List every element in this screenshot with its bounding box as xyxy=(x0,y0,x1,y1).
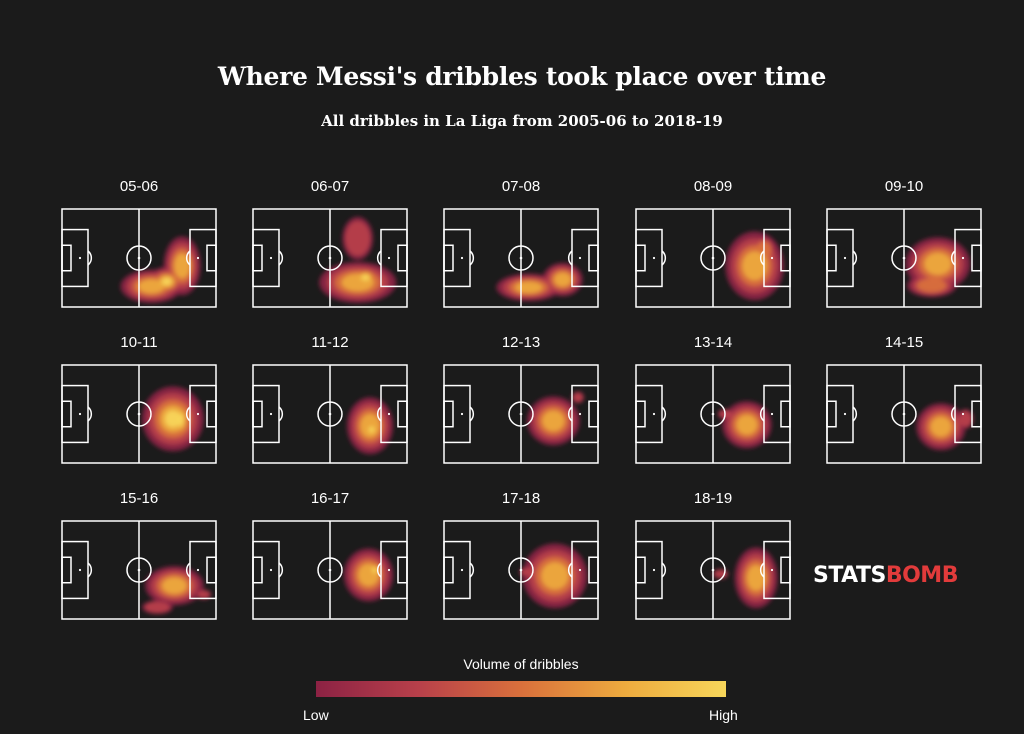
legend-title: Volume of dribbles xyxy=(463,656,579,672)
pitch-lines xyxy=(443,520,599,620)
heat-blob xyxy=(138,279,165,294)
season-label: 18-19 xyxy=(693,490,733,507)
pitch-10-11: 10-11 xyxy=(61,334,217,464)
season-label: 08-09 xyxy=(693,178,733,195)
pitch-lines xyxy=(635,520,791,620)
heat-blob xyxy=(162,577,187,594)
heat-blob xyxy=(515,281,543,294)
season-label: 10-11 xyxy=(120,334,158,351)
heat-blob xyxy=(197,590,210,599)
heat-blob xyxy=(554,272,571,287)
heat-layer xyxy=(346,397,394,455)
pitch-heatmap xyxy=(443,364,599,464)
pitch-08-09: 08-09 xyxy=(635,178,791,308)
heat-blob xyxy=(747,565,766,591)
season-label: 05-06 xyxy=(119,178,159,195)
heat-blob xyxy=(164,410,181,428)
heat-blob xyxy=(345,221,371,256)
pitch-lines xyxy=(826,208,982,308)
heat-layer xyxy=(343,548,394,602)
heat-layer xyxy=(319,216,397,304)
heat-layer xyxy=(717,401,772,449)
pitch-lines xyxy=(443,364,599,464)
pitch-heatmap xyxy=(635,520,791,620)
pitch-15-16: 15-16 xyxy=(61,490,217,620)
pitch-11-12: 11-12 xyxy=(252,334,408,464)
pitch-lines xyxy=(443,208,599,308)
season-label: 12-13 xyxy=(501,334,541,351)
pitch-heatmap xyxy=(61,520,217,620)
heat-layer xyxy=(916,403,974,451)
season-label: 09-10 xyxy=(884,178,924,195)
legend-low-label: Low xyxy=(303,707,329,723)
heat-blob xyxy=(959,411,972,427)
pitch-13-14: 13-14 xyxy=(635,334,791,464)
pitch-heatmap xyxy=(252,520,408,620)
heat-blob xyxy=(174,253,190,279)
season-label: 13-14 xyxy=(693,334,733,351)
heat-blob xyxy=(361,274,370,281)
season-label: 17-18 xyxy=(501,490,541,507)
heat-layer xyxy=(519,543,588,609)
heat-layer xyxy=(142,386,204,452)
pitch-heatmap xyxy=(635,208,791,308)
heat-blob xyxy=(368,426,375,433)
heat-blob xyxy=(521,568,534,576)
pitch-heatmap xyxy=(826,364,982,464)
heat-blob xyxy=(177,413,184,427)
season-label: 14-15 xyxy=(884,334,924,351)
pitch-heatmap xyxy=(61,208,217,308)
pitch-07-08: 07-08 xyxy=(443,178,599,308)
chart-title: Where Messi's dribbles took place over t… xyxy=(217,62,827,91)
season-label: 07-08 xyxy=(501,178,541,195)
heat-layer xyxy=(527,391,585,446)
legend-color-bar xyxy=(316,681,726,697)
heat-layer xyxy=(905,237,971,298)
heat-layer xyxy=(120,236,201,304)
pitch-12-13: 12-13 xyxy=(443,334,599,464)
heat-blob xyxy=(161,277,172,286)
pitch-lines xyxy=(61,364,217,464)
heat-blob xyxy=(372,567,378,573)
heat-layer xyxy=(496,262,583,302)
chart-subtitle: All dribbles in La Liga from 2005-06 to … xyxy=(321,112,723,130)
pitch-heatmap xyxy=(826,208,982,308)
heat-blob xyxy=(573,392,583,403)
pitch-06-07: 06-07 xyxy=(252,178,408,308)
season-label: 16-17 xyxy=(310,490,350,507)
heat-blob xyxy=(742,251,767,281)
pitch-heatmap xyxy=(635,364,791,464)
pitch-18-19: 18-19 xyxy=(635,490,791,620)
pitch-14-15: 14-15 xyxy=(826,334,982,464)
pitch-heatmap xyxy=(252,364,408,464)
heat-layer xyxy=(142,566,212,615)
pitch-heatmap xyxy=(61,364,217,464)
brand-stats: STATS xyxy=(813,563,886,588)
heat-blob xyxy=(916,278,947,293)
heat-layer xyxy=(725,231,784,301)
pitch-lines xyxy=(61,520,217,620)
pitch-05-06: 05-06 xyxy=(61,178,217,308)
pitch-heatmap xyxy=(443,520,599,620)
pitch-heatmap xyxy=(252,208,408,308)
season-label: 15-16 xyxy=(119,490,159,507)
heat-blob xyxy=(542,410,565,432)
season-label: 11-12 xyxy=(311,334,349,351)
heat-blob xyxy=(736,414,758,435)
heat-layer xyxy=(713,547,778,609)
legend-high-label: High xyxy=(709,707,738,723)
season-label: 06-07 xyxy=(310,178,350,195)
heat-blob xyxy=(924,252,952,275)
pitch-17-18: 17-18 xyxy=(443,490,599,620)
heat-blob xyxy=(145,601,170,613)
pitch-16-17: 16-17 xyxy=(252,490,408,620)
pitch-09-10: 09-10 xyxy=(826,178,982,308)
heat-blob xyxy=(930,416,952,437)
brand-bomb: BOMB xyxy=(885,563,959,588)
statsbomb-logo: STATSBOMB xyxy=(813,563,958,588)
pitch-heatmap xyxy=(443,208,599,308)
heat-blob xyxy=(541,562,569,590)
